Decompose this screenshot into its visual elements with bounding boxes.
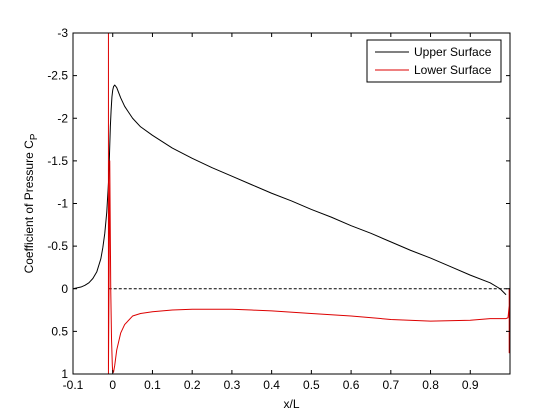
y-tick-label: 0	[61, 282, 68, 296]
legend: Upper Surface Lower Surface	[366, 39, 502, 83]
y-tick-label: -1	[57, 197, 68, 211]
x-axis-label: x/L	[283, 397, 299, 411]
x-tick-label: 0.7	[382, 378, 399, 392]
y-tick-label: 1	[61, 367, 68, 381]
y-tick-label: 0.5	[51, 324, 68, 338]
legend-box	[366, 39, 502, 83]
x-tick-label: 0.5	[303, 378, 320, 392]
x-tick-label: -0.1	[63, 378, 84, 392]
y-tick-label: -2.5	[47, 69, 68, 83]
x-tick-label: 0	[109, 378, 116, 392]
series-line-upper-surface	[73, 84, 507, 296]
y-tick-label: -2	[57, 111, 68, 125]
plot-area	[73, 33, 510, 374]
y-axis-label-main: Coefficient of Pressure C	[22, 140, 36, 274]
x-tick-label: 0.8	[422, 378, 439, 392]
y-tick-label: -3	[57, 26, 68, 40]
legend-label-upper-surface: Upper Surface	[414, 45, 492, 59]
series-line-lower-surface	[107, 33, 510, 374]
x-tick-label: 0.6	[343, 378, 360, 392]
x-tick-label: 0.4	[263, 378, 280, 392]
y-tick-label: -0.5	[47, 239, 68, 253]
x-tick-label: 0.3	[224, 378, 241, 392]
x-tick-label: 0.1	[144, 378, 161, 392]
y-tick-label: -1.5	[47, 154, 68, 168]
x-tick-label: 0.2	[184, 378, 201, 392]
legend-label-lower-surface: Lower Surface	[414, 63, 492, 77]
plot-frame	[72, 32, 511, 375]
y-axis-label-subscript: P	[29, 133, 40, 140]
y-axis-label: Coefficient of Pressure CP	[22, 133, 40, 273]
x-tick-label: 0.9	[462, 378, 479, 392]
